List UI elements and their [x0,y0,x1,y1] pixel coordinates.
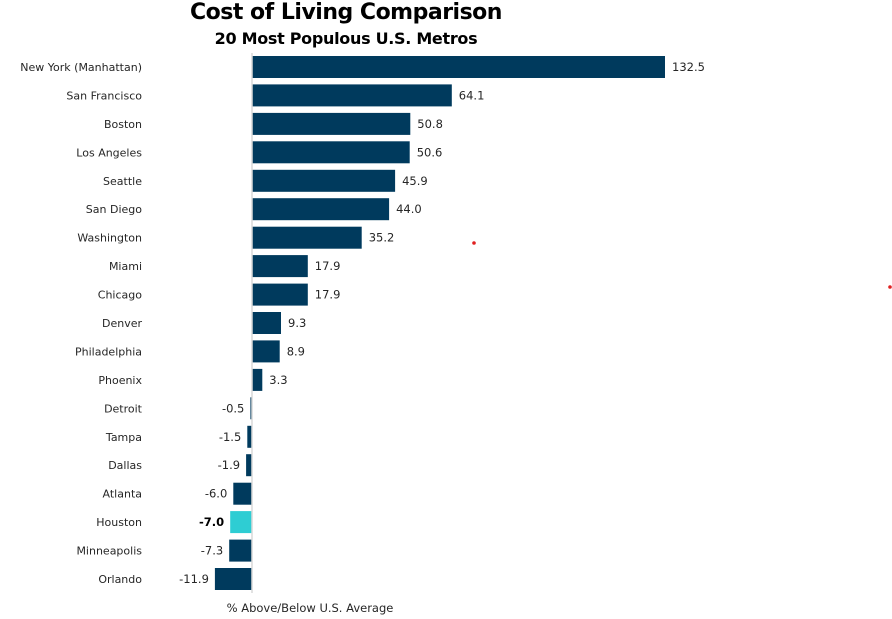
bar-tampa [247,425,252,448]
data-label: 35.2 [369,231,395,245]
category-label: Houston [96,516,142,529]
data-label: -11.9 [179,572,209,586]
category-label: Detroit [104,402,143,415]
category-label: Boston [104,118,142,131]
data-label: 44.0 [396,202,422,216]
category-label: Seattle [103,175,142,188]
data-label: 17.9 [315,288,341,302]
bar-atlanta [233,482,252,505]
stray-marker-dot [472,241,476,245]
data-label: 3.3 [269,373,287,387]
category-label: Chicago [98,289,142,302]
data-label: -0.5 [222,401,244,415]
category-label: Philadelphia [75,345,142,358]
bar-san-francisco [252,84,452,107]
chart-subtitle: 20 Most Populous U.S. Metros [214,29,478,48]
data-label: -7.0 [199,515,224,529]
bar-washington [252,226,362,249]
data-label: 132.5 [672,60,705,74]
bar-miami [252,255,308,278]
bar-phoenix [252,368,263,391]
data-label: -1.9 [218,458,240,472]
category-label: San Francisco [66,89,142,102]
category-label: Dallas [108,459,142,472]
bar-dallas [246,454,252,477]
stray-marker-dot [888,285,892,289]
data-label: -6.0 [205,487,227,501]
bar-houston [230,511,252,534]
data-label: 17.9 [315,259,341,273]
category-label: Orlando [98,573,142,586]
data-label: 64.1 [459,88,485,102]
data-label: 8.9 [287,344,305,358]
bar-chicago [252,283,308,306]
bar-los-angeles [252,141,410,164]
bar-seattle [252,169,396,192]
bar-new-york-manhattan [252,56,665,78]
category-label: Minneapolis [76,545,142,558]
category-label: Denver [102,317,142,330]
bar-philadelphia [252,340,280,363]
bar-orlando [214,568,252,590]
x-axis-label: % Above/Below U.S. Average [226,601,394,615]
data-label: 9.3 [288,316,306,330]
category-label: Los Angeles [76,146,142,159]
data-label: -7.3 [201,544,223,558]
data-label: 50.6 [417,145,443,159]
bar-san-diego [252,198,390,221]
data-label: 45.9 [402,174,428,188]
bar-denver [252,312,281,334]
data-label: -1.5 [219,430,241,444]
category-label: Washington [77,232,142,245]
category-label: New York (Manhattan) [20,61,142,74]
chart-title: Cost of Living Comparison [190,0,502,25]
data-label: 50.8 [417,117,443,131]
bar-minneapolis [229,539,252,562]
category-label: San Diego [86,203,142,216]
bar-detroit [250,397,252,420]
category-label: Tampa [105,431,142,444]
category-label: Atlanta [103,488,142,501]
bar-boston [252,112,411,135]
category-label: Phoenix [98,374,142,387]
category-label: Miami [109,260,142,273]
